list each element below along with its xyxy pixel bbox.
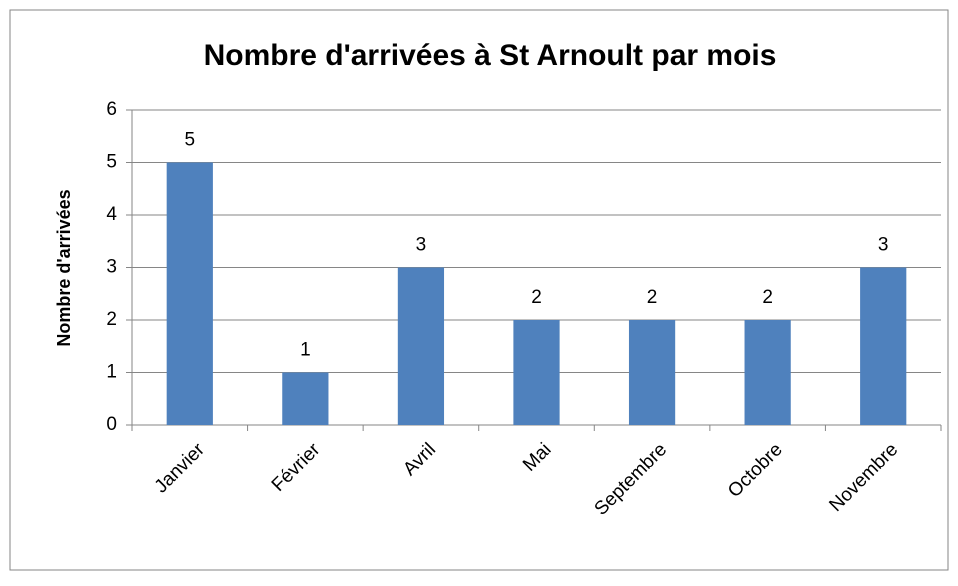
y-tick-label: 0 [106, 414, 117, 435]
chart-frame [9, 9, 949, 571]
chart-title: Nombre d'arrivées à St Arnoult par mois [204, 39, 777, 72]
bar [744, 320, 791, 425]
data-label: 2 [647, 287, 658, 308]
y-tick-label: 4 [106, 204, 117, 225]
bar [282, 372, 329, 425]
y-tick-label: 2 [106, 309, 117, 330]
data-label: 2 [762, 287, 773, 308]
bar [860, 267, 907, 425]
data-label: 1 [300, 340, 311, 361]
bar [166, 162, 213, 425]
data-label: 3 [878, 235, 889, 256]
y-tick-label: 6 [106, 99, 117, 120]
y-tick-label: 5 [106, 152, 117, 173]
bar [513, 320, 560, 425]
data-label: 3 [416, 235, 427, 256]
y-tick-label: 1 [106, 362, 117, 383]
y-axis-label: Nombre d'arrivées [54, 189, 74, 346]
y-tick-label: 3 [106, 257, 117, 278]
bar [397, 267, 445, 425]
bar [628, 320, 676, 425]
data-label: 2 [531, 287, 542, 308]
data-label: 5 [184, 130, 195, 151]
